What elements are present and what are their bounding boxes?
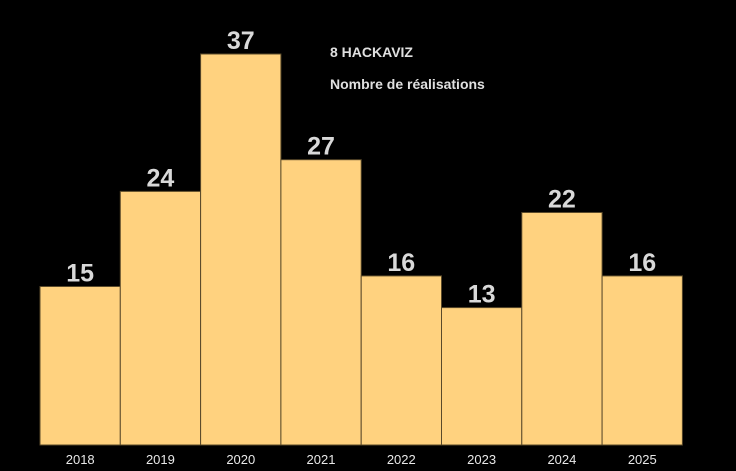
data-labels-layer: 15 24 37 27 16 13 22 16 — [66, 27, 656, 309]
data-label-2021: 27 — [307, 133, 335, 161]
bar-2024 — [521, 212, 603, 446]
bar-2021 — [280, 159, 362, 446]
x-tick-label-2021: 2021 — [307, 452, 336, 467]
x-tick-labels-layer: 2018 2019 2020 2021 2022 2023 2024 2025 — [66, 452, 657, 467]
bars-layer — [39, 53, 683, 446]
chart-title: 8 HACKAVIZ — [330, 44, 413, 60]
x-tick-label-2020: 2020 — [226, 452, 255, 467]
x-tick-label-2019: 2019 — [146, 452, 175, 467]
bar-2025 — [601, 275, 683, 446]
x-tick-label-2024: 2024 — [547, 452, 576, 467]
data-label-2024: 22 — [548, 186, 576, 214]
data-label-2023: 13 — [468, 281, 496, 309]
x-tick-label-2022: 2022 — [387, 452, 416, 467]
data-label-2019: 24 — [146, 164, 174, 192]
bar-2023 — [441, 307, 523, 446]
x-tick-label-2025: 2025 — [628, 452, 657, 467]
bar-2022 — [360, 275, 443, 446]
x-tick-label-2018: 2018 — [66, 452, 95, 467]
bar-2020 — [200, 53, 282, 446]
x-tick-label-2023: 2023 — [467, 452, 496, 467]
data-label-2025: 16 — [628, 249, 656, 277]
bar-2019 — [119, 190, 202, 446]
data-label-2020: 37 — [227, 27, 255, 55]
bar-2018 — [39, 286, 121, 446]
chart-subtitle: Nombre de réalisations — [330, 76, 485, 92]
data-label-2022: 16 — [387, 249, 415, 277]
data-label-2018: 15 — [66, 260, 94, 288]
